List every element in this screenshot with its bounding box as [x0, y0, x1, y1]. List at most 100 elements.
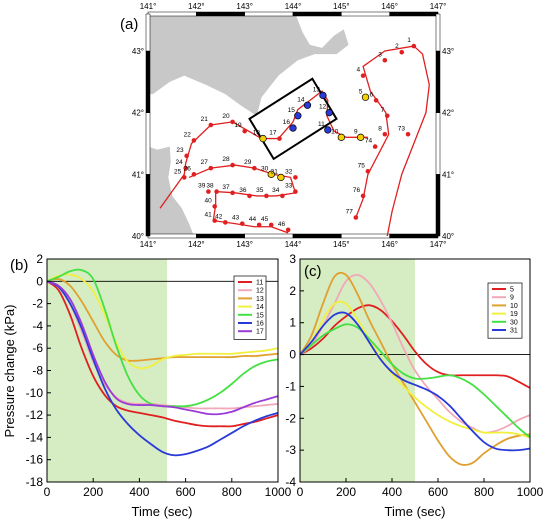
station-label: 32 — [285, 168, 293, 175]
lon-tick-bottom: 141° — [140, 240, 157, 249]
station-label: 73 — [398, 125, 406, 132]
lon-tick-bottom: 146° — [381, 240, 398, 249]
shaded-interval — [47, 259, 168, 482]
map-tick-labels: 141° 142° 143° 144° 145° 146° 147°141° 142° 143°… — [132, 2, 454, 249]
station-marker — [264, 193, 269, 199]
legend-label: 12 — [256, 288, 264, 295]
station-marker — [399, 49, 405, 55]
x-tick-label: 1000 — [517, 485, 544, 499]
station-marker — [365, 168, 371, 174]
panel-label-b: (b) — [10, 257, 28, 274]
x-axis-label-b: Time (sec) — [132, 504, 193, 519]
station-marker — [181, 175, 187, 180]
station-label: 10 — [331, 128, 339, 135]
station-label: 31 — [271, 168, 279, 175]
station-label: 17 — [269, 130, 277, 137]
x-tick-label: 600 — [428, 485, 448, 499]
station-marker — [324, 126, 332, 134]
legend-label: 16 — [256, 321, 264, 328]
station-label: 22 — [184, 131, 192, 138]
station-marker — [230, 162, 235, 168]
lat-tick-right: 41° — [442, 170, 454, 179]
station-marker — [293, 175, 298, 180]
land-area — [148, 14, 349, 236]
station-label: 6 — [370, 91, 374, 98]
border-bar-bottom — [244, 233, 294, 239]
station-label: 19 — [234, 122, 242, 129]
border-bar-right — [435, 174, 441, 237]
station-marker — [319, 91, 327, 100]
station-label: 44 — [249, 216, 257, 223]
station-label: 76 — [353, 187, 361, 194]
station-label: 29 — [244, 159, 252, 166]
station-marker — [293, 189, 298, 194]
station-marker — [259, 134, 267, 143]
series-line-12 — [46, 280, 279, 410]
station-label: 30 — [261, 165, 269, 172]
station-label: 27 — [201, 159, 209, 166]
border-bar-right — [435, 112, 441, 175]
station-marker — [230, 190, 235, 196]
station-marker — [277, 173, 285, 182]
station-label: 28 — [222, 156, 230, 163]
x-tick-label: 200 — [83, 485, 103, 499]
lon-tick-top: 141° — [140, 2, 157, 11]
station-label: 16 — [283, 119, 291, 126]
legend-label: 9 — [510, 295, 514, 302]
station-marker — [223, 220, 228, 225]
legend-box — [233, 275, 267, 340]
legend-label: 30 — [510, 319, 518, 326]
series-line-19 — [299, 300, 531, 439]
station-label: 46 — [278, 221, 286, 228]
station-label: 74 — [365, 138, 373, 145]
chart-b: 0 200 400 600 800 1000 2 0 -2 -4 -6 -8 -10 -12 -14 -16 -… — [2, 252, 292, 519]
series-line-5 — [299, 304, 531, 389]
x-tick-label: 400 — [382, 485, 402, 499]
station-marker — [230, 119, 235, 125]
station-label: 9 — [354, 128, 358, 135]
station-marker — [357, 133, 365, 141]
legend-label: 19 — [510, 311, 518, 318]
station-label: 5 — [359, 88, 363, 95]
lat-tick-left: 43° — [132, 47, 144, 56]
station-marker — [373, 98, 379, 103]
station-label: 15 — [288, 107, 296, 114]
station-label: 12 — [319, 104, 327, 111]
station-marker — [303, 101, 312, 109]
border-bar-left — [145, 174, 151, 237]
series-line-31 — [299, 311, 531, 452]
series-line-17 — [46, 280, 279, 416]
x-tick-label: 0 — [297, 485, 304, 499]
lon-tick-top: 146° — [381, 2, 398, 11]
station-label: 24 — [175, 159, 183, 166]
lon-tick-top: 145° — [333, 2, 350, 11]
border-bar-bottom — [341, 233, 390, 239]
station-marker — [268, 222, 274, 228]
series-line-16 — [46, 280, 279, 457]
station-label: 2 — [395, 43, 399, 50]
route-line — [355, 45, 414, 218]
lon-tick-bottom: 142° — [188, 240, 205, 249]
panel-label-c: (c) — [304, 263, 322, 280]
y-tick-label: -2 — [32, 297, 43, 311]
panel-label-a: (a) — [120, 16, 138, 33]
border-bar-right — [435, 50, 441, 113]
lat-tick-left: 41° — [132, 170, 144, 179]
station-label: 37 — [222, 184, 230, 191]
x-tick-label: 200 — [336, 485, 356, 499]
station-marker — [353, 215, 359, 220]
border-bar-bottom — [389, 233, 439, 239]
station-label: 45 — [261, 216, 269, 223]
station-marker — [294, 112, 302, 120]
station-label: 40 — [204, 197, 212, 204]
border-bar-top — [292, 11, 342, 17]
border-bar-bottom — [147, 233, 197, 239]
y-tick-label: -6 — [32, 341, 43, 355]
legend-label: 10 — [510, 303, 518, 310]
station-label: 25 — [174, 168, 182, 175]
border-bar-bottom — [196, 233, 245, 239]
y-tick-label: -16 — [26, 453, 44, 467]
station-marker — [247, 193, 252, 199]
y-tick-label: 2 — [36, 252, 43, 266]
